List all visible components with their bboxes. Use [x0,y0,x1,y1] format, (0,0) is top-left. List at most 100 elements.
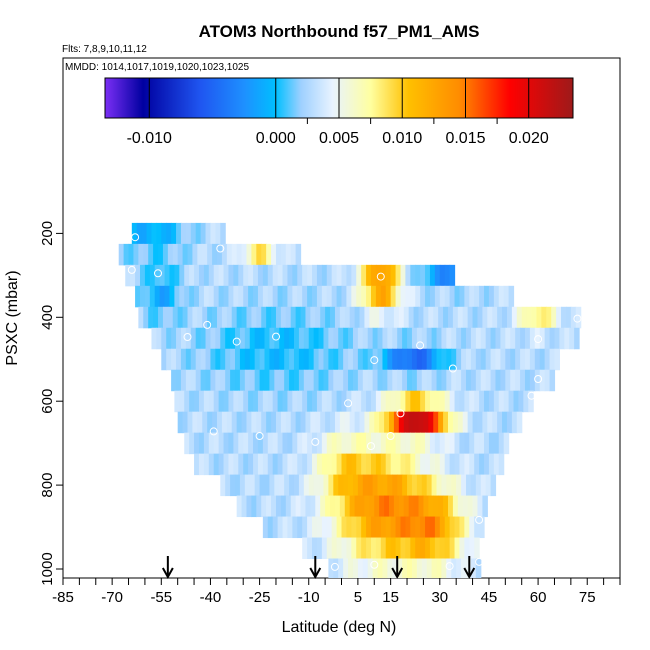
heatmap-cell [389,306,395,329]
heatmap-cell [328,558,334,578]
heatmap-cell [146,222,153,245]
heatmap-cell [534,348,541,371]
heatmap-cell [257,264,264,287]
heatmap-cell [267,453,274,476]
heatmap-cell [292,285,298,308]
heatmap-cell [431,474,438,497]
heatmap-cell [262,516,269,539]
heatmap-cell [338,474,344,497]
heatmap-cell [334,495,341,518]
heatmap-cell [454,516,461,539]
heatmap-cell [302,537,308,560]
heatmap-cell [239,474,246,497]
heatmap-cell [336,537,343,560]
x-tick-label: -40 [200,589,222,606]
heatmap-cell [326,516,333,539]
heatmap-cell [403,306,410,329]
heatmap-cell [407,474,413,497]
heatmap-cell [382,327,388,350]
heatmap-cell [295,411,302,434]
heatmap-cell [292,264,298,287]
heatmap-cell [464,453,470,476]
heatmap-cell [203,453,210,476]
heatmap-cell [287,264,293,287]
heatmap-cell [249,474,256,497]
heatmap-cell [130,264,136,287]
heatmap-cell [233,264,239,287]
heatmap-cell [493,390,500,413]
heatmap-cell [385,453,392,476]
heatmap-cell [526,306,533,329]
heatmap-cell [284,348,290,371]
heatmap-cell [236,306,243,329]
heatmap-cell [262,432,269,455]
heatmap-cell [400,432,406,455]
heatmap-cell [506,411,513,434]
heatmap-cell [321,516,328,539]
heatmap-cell [441,369,447,392]
heatmap-cell [561,306,567,329]
heatmap-cell [362,474,369,497]
heatmap-cell [393,495,400,518]
heatmap-cell [370,516,377,539]
heatmap-cell [554,348,560,371]
heatmap-cell [461,327,467,350]
latitude-arrows [161,556,476,580]
heatmap-cell [559,327,565,350]
y-tick-label: 1000 [39,552,56,585]
heatmap-cell [208,453,215,476]
heatmap-cell [503,432,510,455]
heatmap-cell [390,390,397,413]
x-tick-label: 60 [530,589,547,606]
observation-point [527,391,536,400]
heatmap-cell [356,264,362,287]
heatmap-cell [207,306,213,329]
heatmap-cell [180,222,187,245]
heatmap-cell [341,537,348,560]
heatmap-cell [239,369,246,392]
heatmap-cell [554,327,560,350]
heatmap-cell [208,432,215,455]
heatmap-cell [449,516,456,539]
heatmap-cell [359,495,366,518]
heatmap-cell [228,432,234,455]
heatmap-cell [420,537,426,560]
heatmap-cell [434,537,441,560]
heatmap-cell [225,369,231,392]
heatmap-cell [357,327,364,350]
heatmap-cell [479,453,485,476]
heatmap-cell [285,495,292,518]
heatmap-cell [369,411,375,434]
heatmap-cell [444,285,451,308]
heatmap-cell [254,369,261,392]
heatmap-cell [315,495,321,518]
heatmap-cell [257,390,264,413]
heatmap-cell [392,327,398,350]
heatmap-cell [356,285,362,308]
observation-point [448,364,457,373]
heatmap-cell [246,495,252,518]
heatmap-cell [213,285,220,308]
observation-point [203,320,212,329]
heatmap-cell [243,432,249,455]
heatmap-cell [297,516,303,539]
heatmap-cell [236,495,243,518]
heatmap-cell [362,369,369,392]
heatmap-cell [267,432,274,455]
heatmap-cell [344,495,351,518]
heatmap-cell [249,327,256,350]
heatmap-cell [382,558,388,578]
arrow-head [391,567,404,580]
heatmap-cell [349,495,356,518]
heatmap-cell [475,369,482,392]
heatmap-cell [325,411,331,434]
heatmap-cell [264,348,271,371]
heatmap-cell [336,285,343,308]
heatmap-cell [338,369,344,392]
heatmap-cell [246,243,252,266]
heatmap-cell [228,285,234,308]
heatmap-cell [482,306,488,329]
observation-point [396,409,405,418]
heatmap-cell [520,369,526,392]
observation-point [232,337,241,346]
